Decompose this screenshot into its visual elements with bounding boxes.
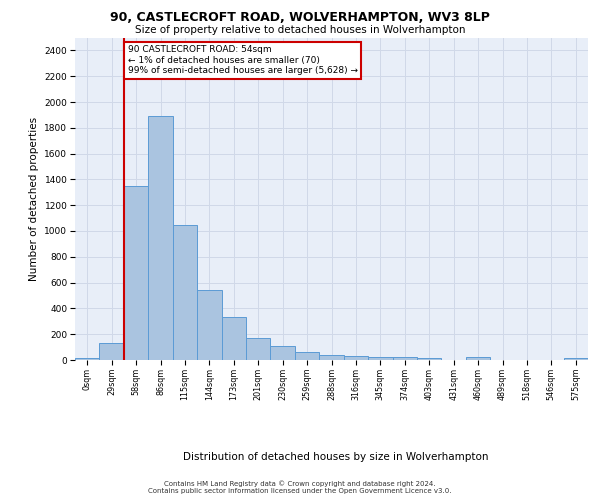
Bar [246,338,271,360]
Bar [271,346,295,360]
Bar [148,116,173,360]
Bar [197,290,221,360]
Bar [344,356,368,360]
Bar [295,352,319,360]
Text: Size of property relative to detached houses in Wolverhampton: Size of property relative to detached ho… [135,25,465,35]
Bar [563,358,588,360]
Bar [417,358,442,360]
Bar [173,225,197,360]
Bar [100,343,124,360]
Bar [221,317,246,360]
Bar [124,186,148,360]
Text: 90 CASTLECROFT ROAD: 54sqm
← 1% of detached houses are smaller (70)
99% of semi-: 90 CASTLECROFT ROAD: 54sqm ← 1% of detac… [128,45,358,75]
Bar [75,358,100,360]
Y-axis label: Number of detached properties: Number of detached properties [29,116,39,281]
Text: 90, CASTLECROFT ROAD, WOLVERHAMPTON, WV3 8LP: 90, CASTLECROFT ROAD, WOLVERHAMPTON, WV3… [110,11,490,24]
Bar [368,357,392,360]
Bar [392,358,417,360]
Text: Distribution of detached houses by size in Wolverhampton: Distribution of detached houses by size … [183,452,489,462]
Bar [319,355,344,360]
Text: Contains HM Land Registry data © Crown copyright and database right 2024.
Contai: Contains HM Land Registry data © Crown c… [148,480,452,494]
Bar [466,357,490,360]
